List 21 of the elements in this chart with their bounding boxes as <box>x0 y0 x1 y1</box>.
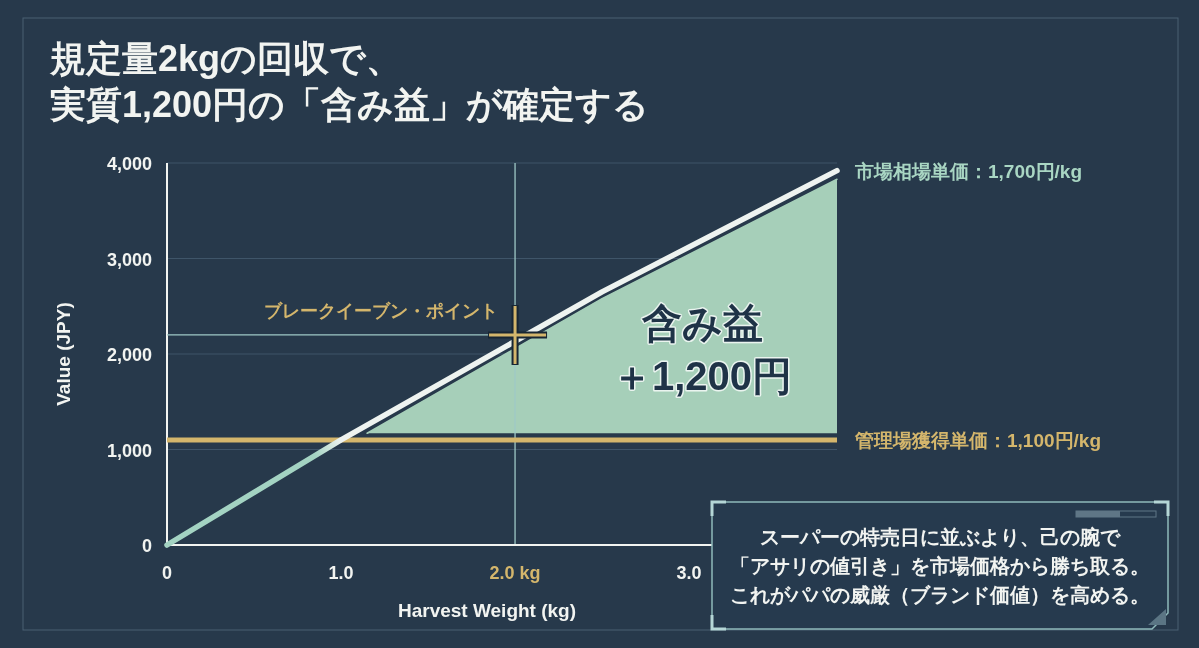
y-tick-label: 0 <box>141 536 152 556</box>
x-tick-label: 2.0 kg <box>489 563 541 583</box>
y-tick-label: 4,000 <box>106 154 152 174</box>
x-tick-label: 1.0 <box>328 563 354 583</box>
text: これがパパの威厳（ブランド価値）を高める。 <box>730 583 1150 606</box>
annotation: ブレークイーブン・ポイント <box>264 300 499 321</box>
y-tick-label: 3,000 <box>106 249 152 270</box>
annotation: 含み益 <box>640 301 763 345</box>
x-tick-label: 0 <box>161 563 173 583</box>
x-axis-title: Harvest Weight (kg) <box>397 600 577 621</box>
annotation: ＋1,200円 <box>611 354 793 398</box>
chart-subtitle: 実質1,200円の「含み益」が確定する <box>49 84 650 125</box>
x-tick-label: 3.0 <box>676 563 702 583</box>
y-tick-label: 1,000 <box>106 440 152 461</box>
y-tick-label: 2,000 <box>106 345 152 365</box>
text: 「アサリの値引き」を市場価格から勝ち取る。 <box>730 554 1150 577</box>
chart-title: 規定量2kgの回収で、 <box>49 38 403 79</box>
series-label: 市場相場単価：1,700円/kg <box>854 160 1082 182</box>
annotation: スーパーの特売日に並ぶより、己の腕で <box>760 525 1121 548</box>
y-axis-title: Value (JPY) <box>53 302 74 406</box>
ref-line-label: 管理場獲得単価：1,100円/kg <box>854 429 1101 451</box>
